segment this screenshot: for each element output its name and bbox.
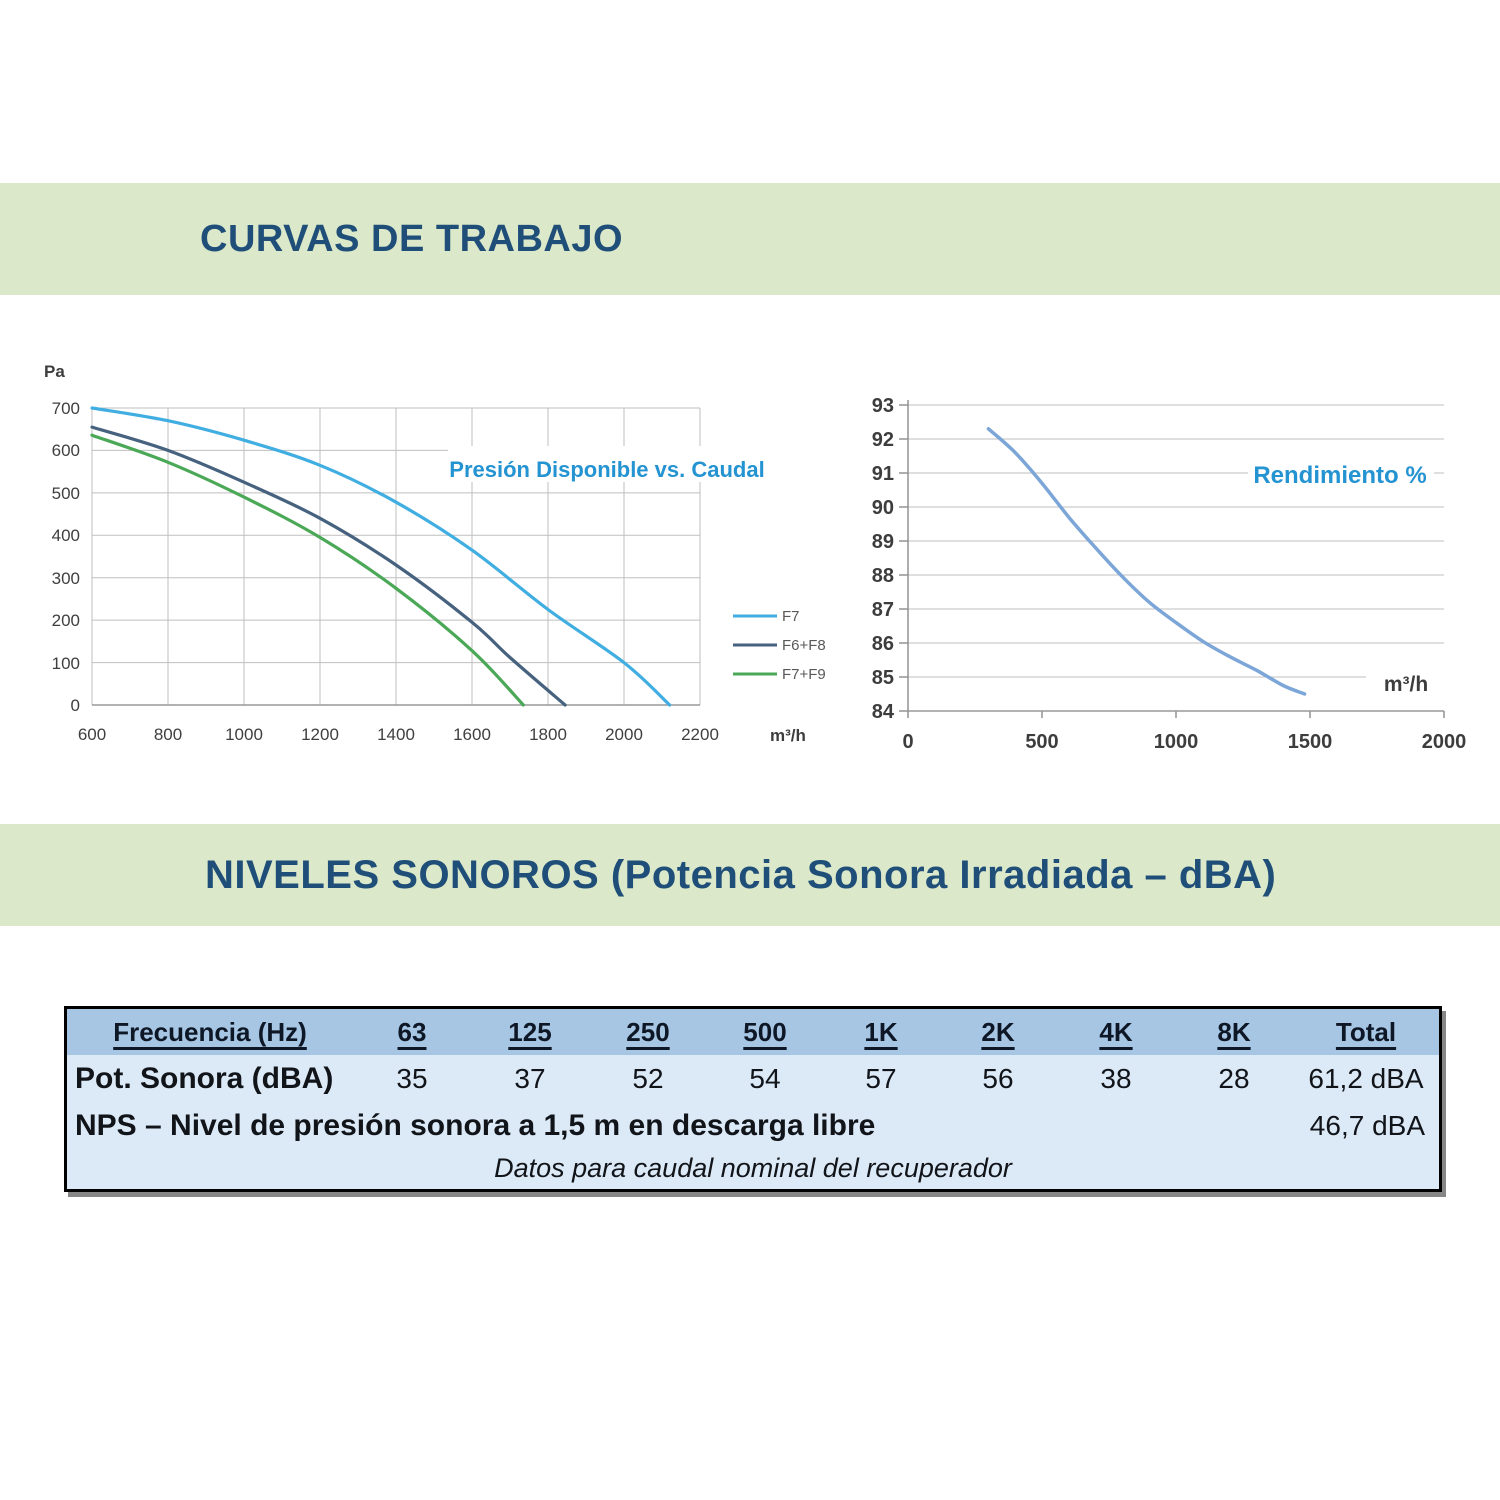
f7-curve [90, 406, 672, 707]
y-tick: 400 [52, 526, 80, 545]
table-value: 35 [396, 1063, 428, 1094]
efficiency-title-mask [1248, 455, 1434, 492]
y-tick: 87 [872, 599, 894, 621]
legend-label-f6f8: F6+F8 [782, 637, 826, 654]
pressure-x-unit: m³/h [770, 726, 806, 745]
x-tick: 1800 [529, 725, 567, 744]
y-tick: 88 [872, 565, 894, 587]
pressure-title-mask [448, 446, 768, 482]
table-header: 8K [1175, 1009, 1293, 1055]
x-tick: 1400 [377, 725, 415, 744]
x-tick: 1500 [1288, 731, 1333, 753]
y-tick: 92 [872, 429, 894, 451]
legend-label-f7: F7 [782, 608, 800, 625]
x-tick: 1000 [225, 725, 263, 744]
table-header: 63 [353, 1009, 471, 1055]
table-value: 38 [1100, 1063, 1132, 1094]
curvas-title: CURVAS DE TRABAJO [200, 217, 624, 260]
table-value: 57 [865, 1063, 897, 1094]
efficiency-chart-title: Rendimiento % [1253, 462, 1426, 489]
table-value-total: 61,2 dBA [1308, 1063, 1424, 1094]
x-tick: 500 [1025, 731, 1058, 753]
x-tick: 2000 [1422, 731, 1467, 753]
pressure-chart-title: Presión Disponible vs. Caudal [449, 457, 764, 482]
table-footer-note: Datos para caudal nominal del recuperado… [494, 1153, 1012, 1183]
efficiency-curve [986, 427, 1307, 696]
y-tick: 200 [52, 611, 80, 630]
section-header-curvas: CURVAS DE TRABAJO [0, 183, 1500, 295]
niveles-title: NIVELES SONOROS (Potencia Sonora Irradia… [205, 852, 1277, 897]
y-tick: 89 [872, 531, 894, 553]
table-value: 37 [514, 1063, 546, 1094]
table-header: 2K [939, 1009, 1057, 1055]
table-value: 28 [1218, 1063, 1250, 1094]
y-tick: 84 [872, 701, 895, 723]
y-tick: 85 [872, 667, 894, 689]
nps-total-value: 46,7 dBA [1309, 1109, 1425, 1141]
table-header: 4K [1057, 1009, 1175, 1055]
table-header-total: Total [1293, 1009, 1439, 1055]
section-header-niveles: NIVELES SONOROS (Potencia Sonora Irradia… [0, 824, 1500, 926]
sound-levels-table: Frecuencia (Hz) 63 125 250 500 1K 2K 4K … [64, 1006, 1442, 1192]
y-tick: 100 [52, 654, 80, 673]
table-value: 56 [982, 1063, 1014, 1094]
y-tick: 90 [872, 497, 894, 519]
x-tick: 1200 [301, 725, 339, 744]
x-tick: 1600 [453, 725, 491, 744]
y-tick: 500 [52, 484, 80, 503]
y-tick: 700 [52, 399, 80, 418]
table-value: 54 [749, 1063, 781, 1094]
row-label-pot-sonora: Pot. Sonora (dBA) [75, 1062, 334, 1095]
table-header: 500 [707, 1009, 823, 1055]
table-value: 52 [632, 1063, 664, 1094]
table-header: 1K [823, 1009, 939, 1055]
y-tick: 86 [872, 633, 894, 655]
x-tick: 600 [78, 725, 106, 744]
x-tick: 2200 [681, 725, 719, 744]
x-tick: 800 [154, 725, 182, 744]
efficiency-x-unit: m³/h [1384, 673, 1428, 696]
table-header: 125 [471, 1009, 589, 1055]
f7f9-curve [90, 433, 525, 707]
x-tick: 1000 [1154, 731, 1199, 753]
y-tick: 0 [71, 696, 80, 715]
y-tick: 600 [52, 441, 80, 460]
legend-label-f7f9: F7+F9 [782, 666, 826, 683]
y-tick: 93 [872, 395, 894, 417]
efficiency-unit-mask [1366, 659, 1444, 697]
efficiency-grid [899, 400, 1445, 718]
table-header: 250 [589, 1009, 707, 1055]
y-tick: 91 [872, 463, 894, 485]
y-tick: 300 [52, 569, 80, 588]
x-tick: 2000 [605, 725, 643, 744]
row-label-nps: NPS – Nivel de presión sonora a 1,5 m en… [75, 1108, 876, 1142]
table-header-frequency: Frecuencia (Hz) [67, 1009, 353, 1055]
pressure-y-unit: Pa [44, 362, 65, 381]
f6f8-curve [90, 425, 567, 707]
x-tick: 0 [902, 731, 913, 753]
